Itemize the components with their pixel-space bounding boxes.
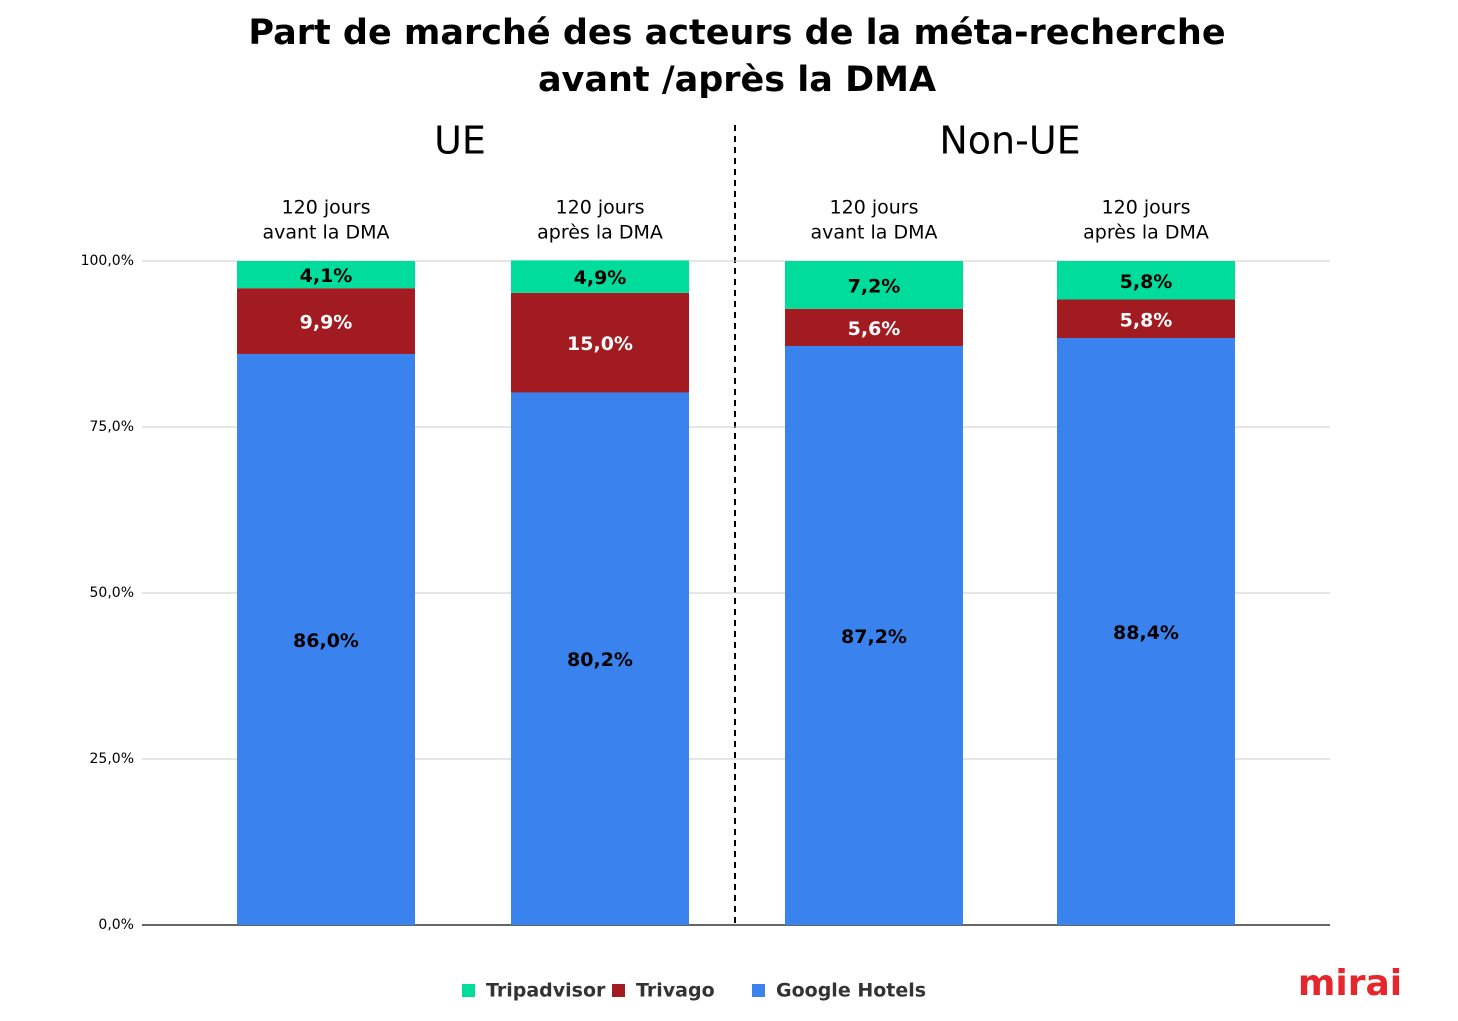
y-tick-label: 0,0% xyxy=(98,917,134,933)
bar-segment xyxy=(511,392,689,925)
x-tick-label: 120 jours xyxy=(282,197,371,219)
x-tick-label: 120 jours xyxy=(1102,197,1191,219)
x-tick-label: 120 jours xyxy=(830,197,919,219)
bar-segment xyxy=(1057,299,1235,339)
chart-title: Part de marché des acteurs de la méta-re… xyxy=(248,13,1225,53)
data-label: 5,8% xyxy=(1120,309,1173,331)
bar-segment xyxy=(511,260,689,293)
bar-segment xyxy=(1057,261,1235,300)
bar-segment xyxy=(237,353,415,926)
data-label: 80,2% xyxy=(567,649,633,671)
bar-segment xyxy=(785,345,963,925)
data-label: 5,6% xyxy=(848,318,901,340)
data-label: 88,4% xyxy=(1113,622,1179,644)
group-label: UE xyxy=(434,119,486,163)
y-tick-label: 100,0% xyxy=(81,253,134,269)
x-tick-label: après la DMA xyxy=(1083,222,1209,244)
logo: mirai xyxy=(1298,963,1402,1004)
data-label: 15,0% xyxy=(567,333,633,355)
legend-label: Trivago xyxy=(636,980,715,1002)
data-label: 7,2% xyxy=(848,275,901,297)
bar-segment xyxy=(511,292,689,393)
chart-title: avant /après la DMA xyxy=(538,60,936,100)
bar-segment xyxy=(1057,338,1235,925)
data-label: 86,0% xyxy=(293,630,359,652)
legend-swatch xyxy=(462,984,475,997)
bar-segment xyxy=(237,261,415,289)
y-tick-label: 25,0% xyxy=(90,751,134,767)
legend-label: Google Hotels xyxy=(776,980,926,1002)
bar-segment xyxy=(785,261,963,309)
x-tick-label: 120 jours xyxy=(556,197,645,219)
legend-label: Tripadvisor xyxy=(486,980,606,1002)
legend-swatch xyxy=(752,984,765,997)
bar-segment xyxy=(785,308,963,346)
group-label: Non-UE xyxy=(939,119,1080,163)
data-label: 87,2% xyxy=(841,626,907,648)
data-label: 4,9% xyxy=(574,267,627,289)
x-tick-label: avant la DMA xyxy=(262,222,389,244)
legend-swatch xyxy=(612,984,625,997)
x-tick-label: après la DMA xyxy=(537,222,663,244)
y-tick-label: 75,0% xyxy=(90,419,134,435)
data-label: 9,9% xyxy=(300,312,353,334)
data-label: 5,8% xyxy=(1120,271,1173,293)
y-tick-label: 50,0% xyxy=(90,585,134,601)
bar-segment xyxy=(237,288,415,354)
x-tick-label: avant la DMA xyxy=(810,222,937,244)
data-label: 4,1% xyxy=(300,265,353,287)
